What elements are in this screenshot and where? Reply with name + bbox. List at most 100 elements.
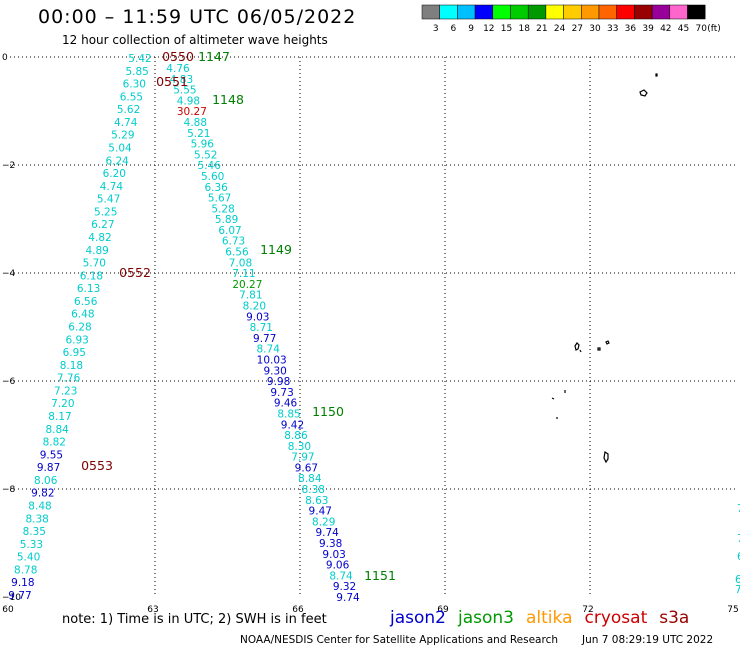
wave-height-label: 9.74 bbox=[315, 527, 339, 539]
wave-height-label: 6.56 bbox=[225, 247, 249, 259]
colorbar-tick-label: 45 bbox=[678, 24, 689, 34]
y-tick-label: −6 bbox=[2, 377, 16, 387]
wave-height-label: 4.98 bbox=[177, 95, 200, 107]
edge-wave-label: 7. bbox=[737, 503, 740, 515]
wave-height-label: 5.89 bbox=[215, 214, 238, 226]
wave-height-label: 8.29 bbox=[312, 516, 335, 528]
wave-height-label: 4.88 bbox=[184, 117, 207, 129]
wave-height-label: 9.77 bbox=[8, 590, 31, 602]
wave-height-label: 6.27 bbox=[91, 219, 114, 231]
satellite-legend: jason2 jason3 altika cryosat s3a bbox=[390, 608, 701, 628]
wave-height-label: 5.25 bbox=[94, 206, 117, 218]
wave-height-label: 6.55 bbox=[120, 91, 143, 103]
wave-height-label: 9.18 bbox=[11, 577, 34, 589]
wave-height-label: 9.06 bbox=[326, 560, 350, 572]
wave-height-label: 5.29 bbox=[111, 130, 134, 142]
wave-height-label: 8.86 bbox=[284, 430, 308, 442]
wave-height-label: 9.42 bbox=[281, 419, 304, 431]
wave-height-label: 9.74 bbox=[336, 592, 360, 604]
colorbar-tick-label: 6 bbox=[451, 24, 457, 34]
pass-time-label: 1151 bbox=[364, 568, 396, 583]
wave-height-label: 8.18 bbox=[60, 360, 83, 372]
pass-time-label: 1147 bbox=[198, 49, 230, 64]
wave-height-label: 6.48 bbox=[71, 309, 94, 321]
wave-height-label: 6.24 bbox=[105, 155, 129, 167]
colorbar-tick-label: 21 bbox=[536, 24, 547, 34]
credit-line: NOAA/NESDIS Center for Satellite Applica… bbox=[240, 634, 558, 646]
wave-height-label: 8.85 bbox=[277, 408, 300, 420]
wave-height-label: 5.47 bbox=[97, 194, 120, 206]
colorbar-tick-label: 70 bbox=[695, 24, 707, 34]
wave-height-label: 8.38 bbox=[25, 513, 48, 525]
wave-height-label: 6.36 bbox=[204, 182, 228, 194]
wave-height-label: 5.33 bbox=[20, 539, 43, 551]
color-scale-legend: 3 6 9 12 15 18 21 24 27 30 33 36 39 42 45 70 (ft) bbox=[421, 4, 721, 34]
wave-height-label: 8.74 bbox=[257, 344, 281, 356]
colorbar-swatch bbox=[687, 4, 706, 20]
island-outline bbox=[639, 89, 648, 97]
wave-height-label: 9.55 bbox=[40, 449, 63, 461]
colorbar-tick-label: 18 bbox=[518, 24, 530, 34]
wave-height-label: 4.83 bbox=[170, 74, 193, 86]
wave-height-label: 6.30 bbox=[123, 79, 146, 91]
colorbar-tick-label: 42 bbox=[660, 24, 671, 34]
chart-subtitle: 12 hour collection of altimeter wave hei… bbox=[62, 33, 328, 47]
wave-height-label: 6.56 bbox=[74, 296, 98, 308]
wave-height-label: 10.03 bbox=[257, 354, 287, 366]
wave-height-label: 9.03 bbox=[246, 311, 269, 323]
wave-height-label: 4.76 bbox=[166, 63, 190, 75]
sat-jason3: jason3 bbox=[458, 608, 514, 628]
island-outline bbox=[551, 397, 555, 400]
wave-height-label: 6.73 bbox=[222, 236, 245, 248]
wave-height-label: 9.98 bbox=[267, 376, 290, 388]
pass-time-label: 0553 bbox=[81, 458, 113, 473]
wave-height-label: 6.28 bbox=[68, 322, 91, 334]
y-tick-label: −2 bbox=[2, 161, 15, 171]
wave-height-label: 7.81 bbox=[239, 290, 262, 302]
x-tick-label: 69 bbox=[437, 605, 449, 615]
wave-height-label: 7.20 bbox=[51, 398, 74, 410]
wave-height-label: 5.21 bbox=[187, 128, 210, 140]
wave-height-label: 8.84 bbox=[45, 424, 69, 436]
wave-height-label: 9.82 bbox=[31, 488, 54, 500]
wave-height-label: 8.38 bbox=[302, 484, 325, 496]
wave-height-label: 9.32 bbox=[333, 581, 356, 593]
island-outline bbox=[605, 340, 610, 345]
pass-time-label: 1149 bbox=[260, 242, 292, 257]
wave-height-label: 7.08 bbox=[229, 257, 252, 269]
colorbar-tick-label: 30 bbox=[589, 24, 601, 34]
wave-height-label: 7.23 bbox=[54, 385, 77, 397]
wave-height-label: 6.07 bbox=[218, 225, 241, 237]
colorbar-tick-label: 3 bbox=[433, 24, 439, 34]
wave-height-label: 8.06 bbox=[34, 475, 58, 487]
wave-height-label: 8.84 bbox=[298, 473, 322, 485]
pass-time-label: 1148 bbox=[212, 92, 244, 107]
colorbar-tick-label: 9 bbox=[468, 24, 474, 34]
wave-height-label: 7.97 bbox=[291, 452, 314, 464]
island-outline bbox=[574, 342, 580, 351]
wave-height-label: 8.82 bbox=[43, 437, 66, 449]
y-tick-label: −10 bbox=[2, 593, 21, 603]
wave-height-label: 8.78 bbox=[14, 564, 37, 576]
sat-jason2: jason2 bbox=[390, 608, 446, 628]
island-outline bbox=[597, 347, 601, 351]
wave-height-label: 5.55 bbox=[173, 85, 196, 97]
wave-height-label: 9.67 bbox=[295, 462, 318, 474]
wave-height-label: 6.18 bbox=[80, 270, 103, 282]
wave-height-label: 5.52 bbox=[194, 149, 217, 161]
colorbar-unit: (ft) bbox=[707, 24, 721, 34]
edge-wave-label: 6.4 bbox=[735, 574, 740, 586]
wave-height-label: 30.27 bbox=[177, 106, 207, 118]
x-tick-label: 66 bbox=[292, 605, 304, 615]
wave-height-label: 9.03 bbox=[322, 549, 345, 561]
sat-s3a: s3a bbox=[659, 608, 690, 628]
sat-altika: altika bbox=[526, 608, 573, 628]
edge-wave-label: 7. bbox=[737, 533, 740, 545]
wave-height-label: 9.38 bbox=[319, 538, 342, 550]
island-outline bbox=[603, 450, 609, 464]
wave-height-label: 9.77 bbox=[253, 333, 276, 345]
wave-height-label: 4.82 bbox=[88, 232, 111, 244]
footnote: note: 1) Time is in UTC; 2) SWH is in fe… bbox=[62, 612, 327, 627]
wave-height-label: 5.60 bbox=[201, 171, 224, 183]
wave-height-label: 6.13 bbox=[77, 283, 100, 295]
